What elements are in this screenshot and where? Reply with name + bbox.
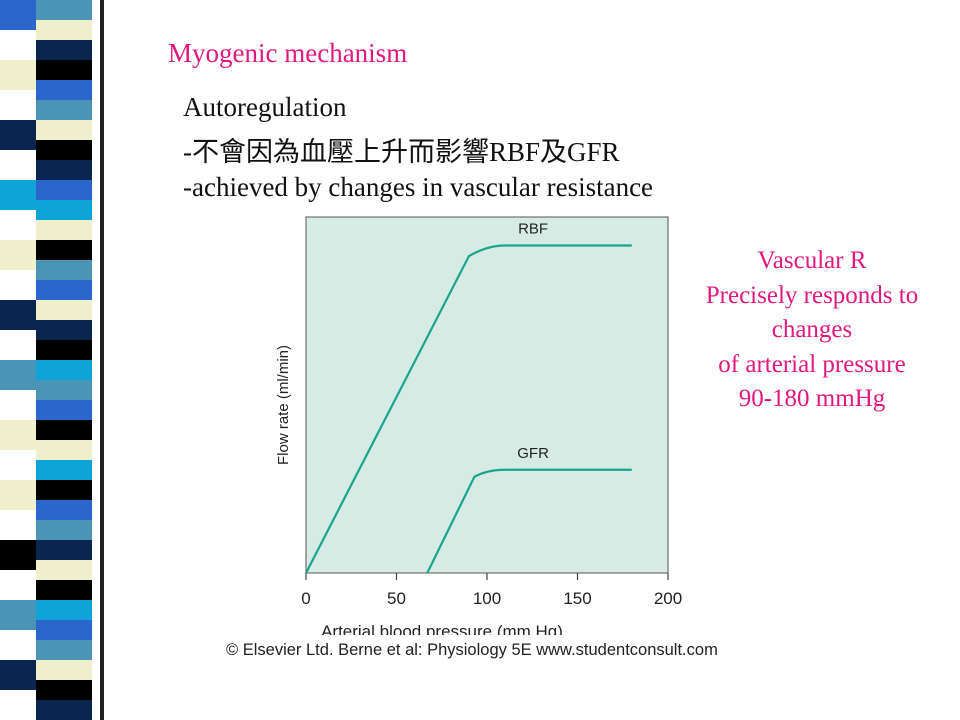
stripe-block <box>36 420 92 441</box>
stripe-block <box>36 400 92 421</box>
stripe-block <box>36 140 92 161</box>
note-line: Vascular R <box>757 247 867 274</box>
x-tick-label: 50 <box>387 589 406 608</box>
stripe-block <box>0 120 36 150</box>
stripe-block <box>36 280 92 301</box>
x-tick-label: 150 <box>563 589 591 608</box>
stripe-edge <box>100 0 104 720</box>
stripe-block <box>36 340 92 361</box>
note-line: changes <box>771 316 853 343</box>
series-label-rbf: RBF <box>518 220 548 237</box>
x-axis-label: Arterial blood pressure (mm Hg) <box>321 622 563 635</box>
stripe-block <box>36 480 92 501</box>
stripe-block <box>0 240 36 270</box>
stripe-block <box>36 680 92 701</box>
x-tick-label: 0 <box>301 589 310 608</box>
stripe-block <box>36 240 92 261</box>
decorative-stripe <box>0 0 104 720</box>
stripe-block <box>36 320 92 341</box>
series-line-rbf <box>305 244 632 574</box>
stripe-block <box>0 600 36 630</box>
stripe-block <box>36 100 92 121</box>
series-label-gfr: GFR <box>517 445 549 462</box>
stripe-block <box>36 460 92 481</box>
series-line-gfr <box>426 468 632 574</box>
stripe-block <box>36 260 92 281</box>
stripe-block <box>36 700 92 720</box>
stripe-block <box>36 640 92 661</box>
x-tick-label: 200 <box>654 589 682 608</box>
stripe-block <box>36 80 92 101</box>
stripe-block <box>0 420 36 450</box>
stripe-block <box>36 540 92 561</box>
copyright-text: © Elsevier Ltd. Berne et al: Physiology … <box>226 641 718 659</box>
stripe-block <box>36 580 92 601</box>
stripe-block <box>36 40 92 61</box>
stripe-block <box>36 360 92 381</box>
stripe-block <box>36 0 92 21</box>
vascular-r-note: Vascular R Precisely responds to changes… <box>668 244 956 417</box>
plot-area <box>305 216 669 574</box>
note-line: Precisely responds to <box>705 281 919 309</box>
slide-title: Myogenic mechanism <box>168 38 408 68</box>
stripe-block <box>0 660 36 690</box>
stripe-block <box>36 440 92 461</box>
bullet-autoregulation: Autoregulation <box>183 92 347 122</box>
stripe-block <box>36 380 92 401</box>
y-axis-label: Flow rate (ml/min) <box>275 345 292 465</box>
stripe-block <box>36 620 92 641</box>
stripe-block <box>36 200 92 221</box>
stripe-block <box>0 300 36 330</box>
stripe-block <box>36 520 92 541</box>
stripe-block <box>36 220 92 241</box>
stripe-block <box>0 360 36 390</box>
stripe-block <box>0 480 36 510</box>
stripe-block <box>0 180 36 210</box>
x-tick-label: 100 <box>473 589 501 608</box>
stripe-block <box>36 180 92 201</box>
stripe-block <box>36 560 92 581</box>
stripe-block <box>36 120 92 141</box>
stripe-block <box>36 660 92 681</box>
stripe-block <box>0 540 36 570</box>
stripe-block <box>36 160 92 181</box>
stripe-block <box>36 20 92 41</box>
note-line: 90-180 mmHg <box>738 385 886 412</box>
bullet-vascular-resistance: -achieved by changes in vascular resista… <box>183 172 654 202</box>
stripe-gap <box>92 0 100 720</box>
autoregulation-chart: 0 50 100 150 200 Arterial blood pressure (mm … <box>275 216 682 635</box>
stripe-block <box>0 60 36 90</box>
stripe-block <box>36 60 92 81</box>
stripe-block <box>36 500 92 521</box>
bullet-chinese-note: -不會因為血壓上升而影響RBF及GFR <box>183 137 620 167</box>
stripe-block <box>36 600 92 621</box>
note-line: of arterial pressure <box>718 350 906 378</box>
stripe-block <box>36 300 92 321</box>
stripe-block <box>0 0 36 30</box>
